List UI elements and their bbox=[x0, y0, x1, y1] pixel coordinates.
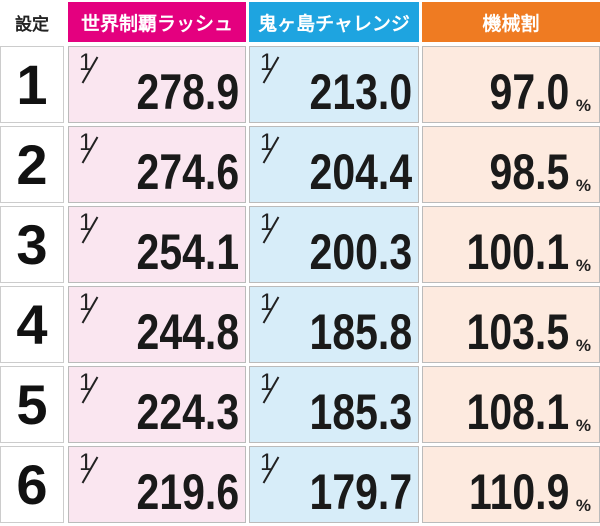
denominator: 200.3 bbox=[309, 224, 412, 280]
denominator: 204.4 bbox=[309, 144, 412, 200]
rate-value: 97.0 bbox=[489, 64, 569, 120]
rate-value: 98.5 bbox=[489, 144, 569, 200]
rate-cell: 108.1% bbox=[422, 366, 600, 443]
fraction-cell: 1 278.9 bbox=[68, 46, 246, 123]
fraction-cell: 1 213.0 bbox=[249, 46, 419, 123]
fraction-cell: 1 224.3 bbox=[68, 366, 246, 443]
rate-cell: 103.5% bbox=[422, 286, 600, 363]
rate-unit: % bbox=[575, 256, 591, 275]
header-cell: 鬼ヶ島チャレンジ bbox=[249, 2, 419, 42]
denominator: 213.0 bbox=[309, 64, 412, 120]
setting-cell: 5 bbox=[0, 366, 64, 443]
rate-cell: 98.5% bbox=[422, 126, 600, 203]
header-cell: 設定 bbox=[0, 2, 64, 42]
rate-unit: % bbox=[575, 336, 591, 355]
rate-unit: % bbox=[575, 496, 591, 515]
fraction-cell: 1 179.7 bbox=[249, 446, 419, 523]
denominator: 179.7 bbox=[309, 464, 412, 520]
setting-cell: 6 bbox=[0, 446, 64, 523]
rate-value: 110.9 bbox=[468, 464, 569, 520]
denominator: 278.9 bbox=[136, 64, 239, 120]
denominator: 254.1 bbox=[136, 224, 239, 280]
setting-cell: 3 bbox=[0, 206, 64, 283]
denominator: 244.8 bbox=[136, 304, 239, 360]
denominator: 224.3 bbox=[136, 384, 239, 440]
rate-value: 108.1 bbox=[466, 384, 569, 440]
fraction-cell: 1 185.8 bbox=[249, 286, 419, 363]
rate-unit: % bbox=[575, 416, 591, 435]
rate-cell: 110.9% bbox=[422, 446, 600, 523]
setting-cell: 1 bbox=[0, 46, 64, 123]
denominator: 274.6 bbox=[136, 144, 239, 200]
rate-unit: % bbox=[575, 176, 591, 195]
fraction-cell: 1 185.3 bbox=[249, 366, 419, 443]
fraction-cell: 1 219.6 bbox=[68, 446, 246, 523]
denominator: 219.6 bbox=[136, 464, 239, 520]
header-cell: 機械割 bbox=[422, 2, 600, 42]
fraction-cell: 1 204.4 bbox=[249, 126, 419, 203]
header-cell: 世界制覇ラッシュ bbox=[68, 2, 246, 42]
setting-cell: 4 bbox=[0, 286, 64, 363]
rate-value: 103.5 bbox=[466, 304, 569, 360]
rate-value: 100.1 bbox=[466, 224, 569, 280]
setting-cell: 2 bbox=[0, 126, 64, 203]
fraction-cell: 1 200.3 bbox=[249, 206, 419, 283]
rate-cell: 100.1% bbox=[422, 206, 600, 283]
denominator: 185.3 bbox=[309, 384, 412, 440]
rate-unit: % bbox=[575, 96, 591, 115]
fraction-cell: 1 274.6 bbox=[68, 126, 246, 203]
rate-cell: 97.0% bbox=[422, 46, 600, 123]
denominator: 185.8 bbox=[309, 304, 412, 360]
fraction-cell: 1 244.8 bbox=[68, 286, 246, 363]
fraction-cell: 1 254.1 bbox=[68, 206, 246, 283]
